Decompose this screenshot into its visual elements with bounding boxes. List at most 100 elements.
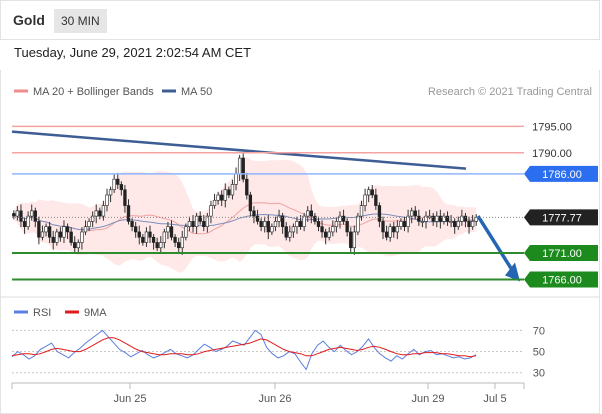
candle-body <box>220 194 224 201</box>
candle-body <box>449 221 453 223</box>
candle <box>144 227 149 247</box>
candle <box>316 216 321 232</box>
candle-body <box>223 189 227 201</box>
candle <box>148 225 152 244</box>
candle <box>349 227 353 254</box>
candle <box>151 234 156 250</box>
candle-body <box>141 236 145 243</box>
candle-body <box>316 221 321 227</box>
rsi-tick-label: 50 <box>533 347 545 359</box>
candle-body <box>90 215 95 222</box>
candle-body <box>15 210 20 217</box>
candle-body <box>227 189 231 196</box>
candle <box>58 227 63 242</box>
level-1790.00: 1790.00 <box>12 148 572 160</box>
bb-legend-label: MA 20 + Bollinger Bands <box>33 86 154 98</box>
level-tag-text: 1766.00 <box>542 274 582 286</box>
candle-body <box>230 184 235 196</box>
candle <box>216 191 220 205</box>
candle-body <box>116 178 120 185</box>
candle <box>306 206 310 222</box>
candle <box>320 220 324 238</box>
candle-body <box>463 215 468 222</box>
level-tag <box>524 271 598 288</box>
candle-body <box>277 215 281 222</box>
candle <box>474 214 478 226</box>
forecast-arrow-head <box>505 262 520 282</box>
candle <box>266 215 270 240</box>
candle-body <box>255 215 260 222</box>
candle <box>101 200 106 221</box>
candle <box>126 199 131 225</box>
candle <box>460 209 464 226</box>
candle-body <box>212 199 217 206</box>
candle <box>55 228 59 246</box>
candle <box>47 221 52 244</box>
candle <box>449 215 453 228</box>
level-tag-text: 1786.00 <box>542 169 582 181</box>
candle-body <box>323 231 328 238</box>
candle <box>467 216 471 234</box>
candle <box>227 186 231 199</box>
candle <box>76 239 80 254</box>
candle <box>381 216 385 240</box>
candle-body <box>248 194 253 212</box>
candle <box>33 207 37 228</box>
candle-body <box>341 215 346 222</box>
candle-body <box>241 157 245 180</box>
ma50-legend-label: MA 50 <box>181 86 212 98</box>
candle <box>116 172 120 189</box>
candle <box>413 206 417 220</box>
candle-body <box>377 205 382 222</box>
candle <box>270 223 274 236</box>
candle-body <box>367 189 371 196</box>
candle <box>80 227 84 250</box>
candle-body <box>126 205 131 222</box>
bollinger-band-fill <box>13 157 477 273</box>
candle-body <box>410 210 414 217</box>
candle <box>338 211 342 229</box>
candle <box>388 223 392 242</box>
candle <box>180 230 184 255</box>
candle-body <box>73 242 77 249</box>
candle-body <box>320 226 324 233</box>
candle-body <box>112 178 116 191</box>
candle <box>470 215 475 230</box>
candle <box>22 218 27 234</box>
candle-body <box>22 221 27 227</box>
candle <box>177 237 181 254</box>
candle <box>431 212 435 226</box>
candle <box>51 230 55 250</box>
candle <box>406 209 410 233</box>
candle <box>288 225 292 242</box>
candle <box>205 212 210 233</box>
candle-body <box>331 226 335 233</box>
candle-body <box>65 226 70 233</box>
candle-body <box>94 210 98 217</box>
candle-body <box>460 215 464 222</box>
candle-body <box>431 215 435 222</box>
ma20-line <box>13 202 477 235</box>
candle <box>241 153 245 183</box>
candle-body <box>144 231 149 243</box>
timeframe-button[interactable]: 30 MIN <box>54 9 107 33</box>
x-tick-label: Jun 29 <box>411 393 444 405</box>
candle-body <box>198 215 202 222</box>
candle-body <box>295 221 299 227</box>
candle-body <box>119 184 123 191</box>
ma50-line <box>13 212 477 231</box>
candle-body <box>87 221 91 227</box>
candle-body <box>51 236 55 243</box>
candle-body <box>435 215 439 222</box>
candle-body <box>291 226 296 233</box>
level-label: 1790.00 <box>532 148 572 160</box>
candle-body <box>237 157 242 175</box>
candle <box>259 218 263 232</box>
candle-body <box>453 221 457 227</box>
candle-body <box>438 215 443 222</box>
candle-body <box>151 236 156 243</box>
candle <box>345 218 349 237</box>
candle-body <box>177 242 181 249</box>
candle-body <box>467 221 471 227</box>
